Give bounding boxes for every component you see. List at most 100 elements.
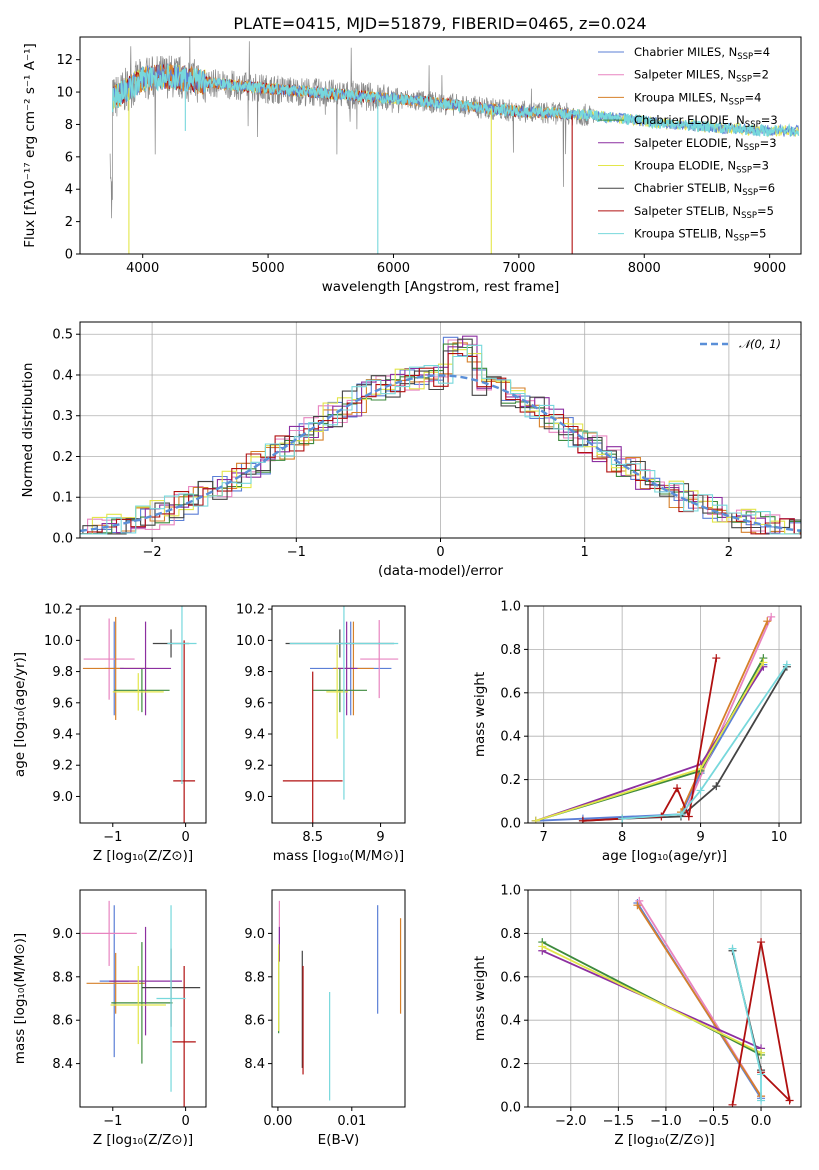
legend-label: Chabrier STELIB, NSSP=6 xyxy=(634,181,775,198)
mass_vs_Z-axes: −1 0 8.4 8.6 8.8 9.0 Z [log₁₀(Z/Z⊙)] mass [log₁… xyxy=(12,927,193,1148)
series-marker xyxy=(696,786,705,795)
series-line xyxy=(731,941,791,1105)
y-tick-label: 0.2 xyxy=(52,450,73,465)
massweight_vs_age-axes: 7 8 9 10 0.0 0.2 0.4 0.6 0.8 1.0 age [log₁₀(age/yr… xyxy=(472,600,801,864)
y-tick-label: 1.0 xyxy=(500,884,521,899)
legend-subscript: SSP xyxy=(741,211,757,221)
y-tick-label: 9.0 xyxy=(244,927,265,942)
legend-count: =3 xyxy=(761,113,778,127)
mass_vs_ebv-errorbars xyxy=(278,900,402,1101)
y-tick-label: 0.0 xyxy=(500,817,521,832)
y-tick-label: 0.0 xyxy=(500,1101,521,1116)
y-axis-label: Normed distribution xyxy=(20,363,36,498)
y-tick-label: 0.4 xyxy=(500,730,521,745)
series-marker xyxy=(759,658,768,667)
y-tick-label: 0.3 xyxy=(52,409,73,424)
x-axis-label: mass [log₁₀(M/M⊙)] xyxy=(273,848,404,864)
residuals-frame xyxy=(79,321,802,539)
x-tick-label: 0.00 xyxy=(263,1114,292,1129)
x-tick-label: 0.0 xyxy=(751,1114,772,1129)
spectrum-frame xyxy=(79,36,802,255)
y-tick-label: 9.4 xyxy=(52,728,73,743)
y-tick-label: 6 xyxy=(65,150,73,165)
y-tick-label: 8.4 xyxy=(244,1057,265,1072)
x-tick-label: 9 xyxy=(376,830,384,845)
y-tick-label: 9.8 xyxy=(244,665,265,680)
y-tick-label: 0.4 xyxy=(500,1014,521,1029)
residuals-legend: 𝒩(0, 1) xyxy=(700,337,781,351)
legend-label: Chabrier MILES, NSSP=4 xyxy=(634,45,770,62)
age_vs_Z-axes: −1 0 9.0 9.2 9.4 9.6 9.8 10.0 10.2 Z [log₁₀(Z/Z⊙)… xyxy=(12,603,193,864)
age_vs_mass-errorbars xyxy=(282,606,399,823)
legend-subscript: SSP xyxy=(745,120,761,130)
y-axis-label: Flux [fλ10⁻¹⁷ erg cm⁻² s⁻¹ A⁻¹] xyxy=(22,43,38,248)
y-tick-label: 0.0 xyxy=(52,532,73,547)
series-marker xyxy=(782,660,791,669)
y-tick-label: 9.2 xyxy=(244,759,265,774)
series-marker xyxy=(757,1070,766,1079)
series-marker xyxy=(728,1100,737,1107)
spectrum-lines xyxy=(109,37,800,254)
legend-subscript: SSP xyxy=(737,52,753,62)
y-tick-label: 10.2 xyxy=(44,603,73,618)
residuals-axes: −2 −1 0 1 2 0.0 0.1 0.2 0.3 0.4 0.5 (data-model)/er… xyxy=(20,322,801,579)
mass_vs_ebv-frame xyxy=(271,889,406,1108)
series-line xyxy=(541,941,762,1056)
legend-subscript: SSP xyxy=(744,143,760,153)
legend-count: =4 xyxy=(744,90,761,104)
y-tick-label: 0.8 xyxy=(500,643,521,658)
y-tick-label: 8.6 xyxy=(52,1014,73,1029)
legend-count: =5 xyxy=(749,227,766,241)
x-tick-label: −1.0 xyxy=(650,1114,682,1129)
histograms xyxy=(80,335,801,535)
series-line xyxy=(535,666,765,822)
y-axis-label: mass weight xyxy=(472,956,488,1041)
legend-count: =3 xyxy=(760,136,777,150)
series-marker xyxy=(712,654,721,663)
series-marker xyxy=(757,938,766,947)
series-marker xyxy=(578,816,587,823)
x-tick-label: 2 xyxy=(725,545,733,560)
y-tick-label: 8.4 xyxy=(52,1057,73,1072)
x-axis-label: Z [log₁₀(Z/Z⊙)] xyxy=(93,848,193,864)
y-tick-label: 10.0 xyxy=(44,634,73,649)
series-marker xyxy=(728,944,737,953)
series-marker xyxy=(712,782,721,791)
y-tick-label: 0 xyxy=(65,248,73,263)
y-tick-label: 1.0 xyxy=(500,600,521,615)
y-tick-label: 4 xyxy=(65,183,73,198)
y-tick-label: 10 xyxy=(56,86,73,101)
y-tick-label: 8.8 xyxy=(244,970,265,985)
series-marker xyxy=(673,784,682,793)
legend-count: =6 xyxy=(758,181,775,195)
series-line xyxy=(535,664,765,822)
x-tick-label: 0 xyxy=(181,1114,189,1129)
y-tick-label: 0.2 xyxy=(500,773,521,788)
age_vs_Z-errorbars xyxy=(82,606,197,823)
y-tick-label: 0.6 xyxy=(500,970,521,985)
series-line xyxy=(622,664,788,820)
legend-label: Kroupa ELODIE, NSSP=3 xyxy=(634,159,769,176)
y-tick-label: 0.6 xyxy=(500,686,521,701)
y-tick-label: 9.4 xyxy=(244,728,265,743)
series-line xyxy=(535,657,765,822)
x-tick-label: −1 xyxy=(103,1114,122,1129)
series-marker xyxy=(767,612,776,621)
x-tick-label: −2.0 xyxy=(555,1114,587,1129)
y-tick-label: 9.0 xyxy=(52,790,73,805)
y-tick-label: 0.1 xyxy=(52,491,73,506)
x-axis-label: wavelength [Angstrom, rest frame] xyxy=(322,279,560,295)
series-marker xyxy=(684,812,693,821)
age_vs_Z-frame xyxy=(79,605,207,824)
legend-subscript: SSP xyxy=(734,234,750,244)
x-tick-label: −1 xyxy=(287,545,306,560)
model-spectrum xyxy=(111,64,800,138)
series-marker xyxy=(538,942,547,951)
legend-label: Salpeter MILES, NSSP=2 xyxy=(634,68,769,85)
massweight_vs_age-frame xyxy=(527,605,802,824)
x-axis-label: Z [log₁₀(Z/Z⊙)] xyxy=(93,1132,193,1148)
y-tick-label: 9.2 xyxy=(52,759,73,774)
x-tick-label: 0 xyxy=(181,830,189,845)
legend-label: Kroupa STELIB, NSSP=5 xyxy=(634,227,766,244)
legend-label: 𝒩(0, 1) xyxy=(739,337,781,351)
